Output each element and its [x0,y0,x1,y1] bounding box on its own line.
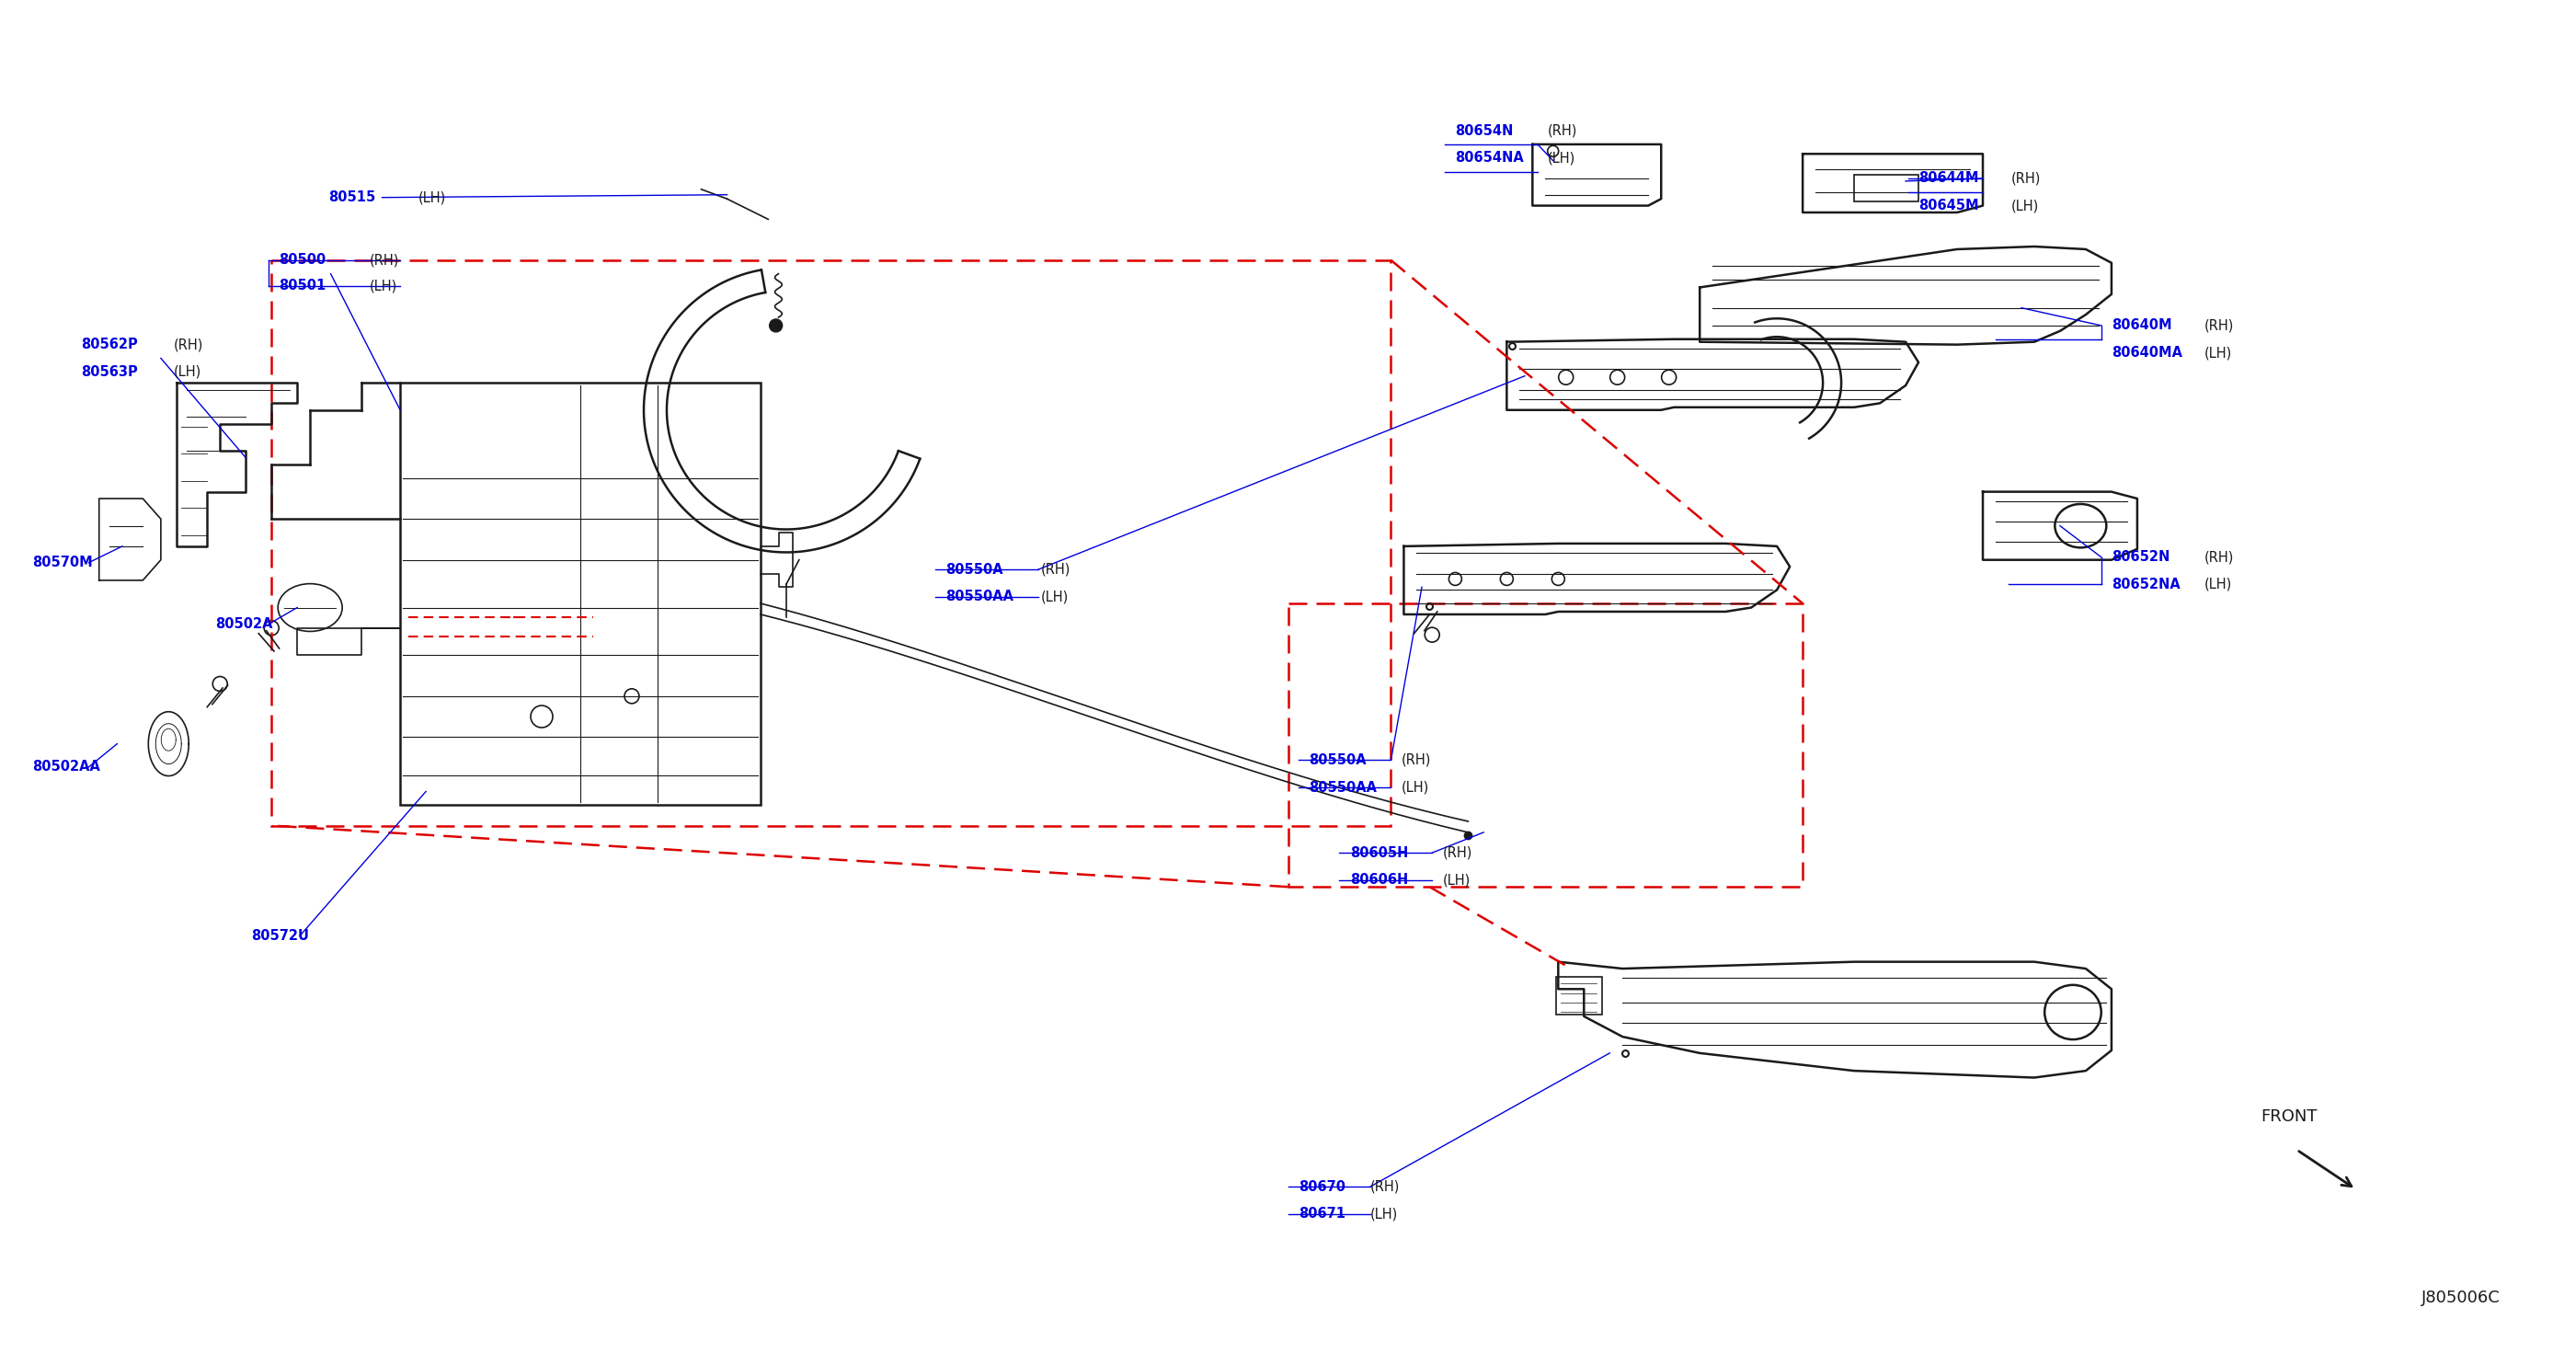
Text: 80652N: 80652N [2112,550,2169,564]
Text: 80550A: 80550A [1309,753,1365,767]
Text: 80640M: 80640M [2112,318,2172,333]
Text: 80550AA: 80550AA [945,590,1015,603]
Text: (RH): (RH) [1443,846,1471,860]
Text: 80644M: 80644M [1919,172,1978,186]
Text: (RH): (RH) [1548,124,1577,138]
Text: (RH): (RH) [368,254,399,268]
Text: 80671: 80671 [1298,1207,1345,1220]
Text: (RH): (RH) [1041,562,1072,576]
Text: (LH): (LH) [1401,781,1430,794]
Text: J805006C: J805006C [2421,1290,2501,1306]
Text: 80562P: 80562P [80,337,139,352]
Text: 80501: 80501 [278,278,327,293]
Text: 80502A: 80502A [214,617,273,631]
Text: (LH): (LH) [173,364,201,378]
Text: 80605H: 80605H [1350,846,1409,860]
Text: (LH): (LH) [1370,1207,1399,1220]
Text: (LH): (LH) [1443,874,1471,887]
Text: 80550A: 80550A [945,562,1002,576]
Text: (LH): (LH) [2205,345,2231,360]
Text: 80563P: 80563P [80,364,139,378]
Text: 80645M: 80645M [1919,199,1978,213]
Text: 80670: 80670 [1298,1179,1345,1193]
Text: (LH): (LH) [2012,199,2040,213]
Text: 80654N: 80654N [1455,124,1515,138]
Text: (LH): (LH) [1548,152,1577,165]
Text: (LH): (LH) [2205,577,2231,591]
Text: (LH): (LH) [368,278,397,293]
Text: 80500: 80500 [278,254,327,268]
Circle shape [770,319,783,332]
Text: (RH): (RH) [173,337,204,352]
Text: (RH): (RH) [1401,753,1432,767]
Text: (RH): (RH) [2205,318,2233,333]
Text: 80640MA: 80640MA [2112,345,2182,360]
Text: 80652NA: 80652NA [2112,577,2179,591]
Text: 80515: 80515 [327,191,376,205]
Text: 80550AA: 80550AA [1309,781,1376,794]
Text: (RH): (RH) [2012,172,2040,186]
Text: (RH): (RH) [2205,550,2233,564]
Text: 80502AA: 80502AA [31,760,100,774]
Text: FRONT: FRONT [2262,1108,2318,1125]
Text: (LH): (LH) [417,191,446,205]
Text: 80572U: 80572U [250,930,309,943]
Text: 80606H: 80606H [1350,874,1409,887]
Text: (RH): (RH) [1370,1179,1401,1193]
Text: 80570M: 80570M [31,556,93,569]
Text: 80654NA: 80654NA [1455,152,1525,165]
Text: (LH): (LH) [1041,590,1069,603]
